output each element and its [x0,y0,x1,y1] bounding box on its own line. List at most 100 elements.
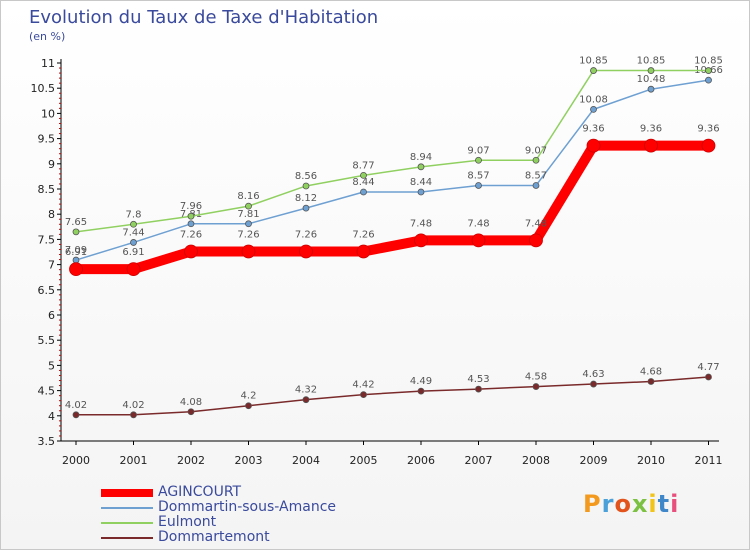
data-point [245,202,252,210]
data-label: 7.26 [295,229,317,240]
data-label: 9.07 [467,145,489,156]
data-label: 8.44 [410,177,432,188]
data-point [187,212,195,220]
data-label: 9.07 [525,145,547,156]
x-tick-label: 2005 [350,454,378,467]
data-point [705,76,712,84]
data-point [245,220,252,228]
data-label: 4.63 [582,369,604,380]
y-tick-label: 10 [41,107,55,120]
x-tick-label: 2006 [407,454,435,467]
data-label: 9.36 [640,124,662,135]
x-tick-label: 2001 [120,454,148,467]
data-point [245,402,252,410]
data-label: 7.26 [352,229,374,240]
data-point [644,138,658,153]
logo-letter: i [648,490,658,518]
x-tick-label: 2009 [580,454,608,467]
data-point [360,171,367,179]
legend-swatch [101,522,153,524]
chart-axes: 3.5 4 4.5 5 5.5 6 6.5 7 7.5 8 8.5 9 9.5 10 10.5 11 2000 2… [31,57,723,467]
data-point [417,163,425,171]
data-label: 8.77 [352,160,374,171]
x-tick-label: 2011 [695,454,723,467]
data-label: 4.58 [525,372,547,383]
data-label: 4.68 [640,367,662,378]
data-label: 4.2 [241,391,257,402]
legend-label: Eulmont [158,514,217,530]
x-tick-label: 2003 [235,454,263,467]
data-point [130,220,137,228]
y-tick-label: 8.5 [38,183,56,196]
legend-label: AGINCOURT [158,484,242,500]
data-point [532,182,540,189]
logo-letter: x [631,490,649,518]
series-line [76,140,709,275]
data-point [299,244,313,259]
data-label: 9.36 [582,124,604,135]
y-tick-label: 6.5 [38,284,56,297]
data-label: 4.02 [65,400,87,411]
data-label: 4.02 [122,400,144,411]
y-tick-label: 7 [48,259,55,272]
data-label: 4.08 [180,397,202,408]
y-tick-label: 3.5 [38,435,56,448]
x-tick-label: 2007 [465,454,493,467]
logo-letter: o [614,490,632,518]
data-label: 7.48 [467,218,489,229]
data-point [475,182,482,189]
logo-letter: i [670,490,680,518]
y-tick-label: 7.5 [38,233,56,246]
data-label: 7.65 [65,217,87,228]
legend-label: Dommartemont [158,529,270,545]
x-tick-label: 2000 [62,454,90,467]
data-label: 10.48 [637,74,666,85]
chart-series: 4.02 4.02 4.08 4.2 4.32 4.42 4.49 4.53 4.58 4.63 4… [65,56,723,419]
data-label: 7.8 [126,209,142,220]
data-point [356,244,371,259]
data-label: 8.94 [410,152,432,163]
data-point [72,228,80,236]
data-label: 4.49 [410,376,432,387]
data-label: 10.85 [579,56,608,67]
legend-label: Dommartin-sous-Amance [158,499,337,515]
data-label: 8.56 [295,171,317,182]
x-tick-label: 2002 [177,454,205,467]
data-label: 8.57 [467,170,489,181]
data-point [187,220,195,228]
x-tick-label: 2010 [637,454,665,467]
data-point [184,244,198,259]
data-point [529,233,543,248]
series-line [75,69,709,233]
data-point [130,411,137,419]
data-point [302,204,310,212]
data-label: 10.08 [579,94,608,105]
data-point [647,378,655,385]
data-label: 7.48 [410,218,432,229]
logo-letter: P [583,490,602,518]
data-label: 4.42 [352,380,374,391]
data-point [130,239,137,246]
data-label: 7.81 [237,209,259,220]
series-line [75,79,709,261]
y-tick-label: 8 [48,208,55,221]
y-tick-label: 9.5 [38,133,56,146]
x-tick-label: 2008 [522,454,550,467]
legend-swatch [101,489,153,497]
series-line [76,376,709,416]
data-point [647,85,655,93]
data-label: 4.53 [467,374,489,385]
logo-letter: r [601,490,615,518]
data-label: 4.77 [697,362,719,373]
y-tick-label: 5.5 [38,334,56,347]
y-tick-label: 4.5 [38,385,56,398]
data-point [302,182,310,190]
data-point [241,244,256,259]
y-tick-label: 4 [48,410,55,423]
y-tick-label: 5 [48,359,55,372]
data-label: 8.12 [295,193,317,204]
data-point [417,387,425,395]
chart-subtitle: (en %) [29,30,66,43]
